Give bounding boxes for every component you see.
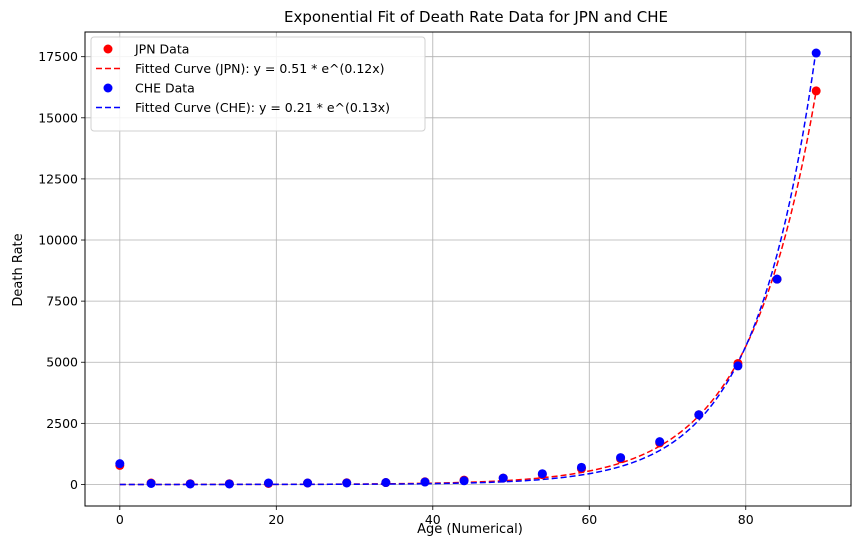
legend-entry-label: Fitted Curve (JPN): y = 0.51 * e^(0.12x)	[135, 61, 385, 76]
legend-entry-label: Fitted Curve (CHE): y = 0.21 * e^(0.13x)	[135, 100, 390, 115]
data-point-series-2	[459, 476, 469, 486]
data-point-series-2	[811, 48, 821, 58]
y-tick-label: 17500	[38, 49, 78, 64]
y-tick-label: 12500	[38, 171, 78, 186]
x-tick-label: 20	[268, 512, 284, 527]
legend-box	[90, 36, 426, 132]
y-axis-label: Death Rate	[11, 233, 26, 306]
data-point-series-2	[185, 479, 195, 489]
x-tick-label: 80	[738, 512, 754, 527]
plot-area	[115, 48, 821, 489]
y-tick-label: 5000	[46, 355, 78, 370]
y-tick-label: 15000	[38, 110, 78, 125]
x-tick-label: 40	[425, 512, 441, 527]
y-tick-label: 0	[70, 477, 78, 492]
data-point-series-2	[381, 478, 391, 488]
data-point-series-2	[694, 410, 704, 420]
data-point-series-2	[224, 479, 234, 489]
legend: JPN Data Fitted Curve (JPN): y = 0.51 * e…	[90, 36, 426, 132]
data-point-series-2	[263, 478, 273, 488]
x-tick-label: 0	[116, 512, 124, 527]
data-point-series-2	[420, 477, 430, 487]
data-point-series-2	[616, 453, 626, 463]
data-point-series-2	[146, 478, 156, 488]
data-point-series-2	[733, 361, 743, 371]
data-point-series-2	[772, 274, 782, 284]
data-point-series-2	[303, 478, 313, 488]
data-point-series-2	[655, 437, 665, 447]
chart-title: Exponential Fit of Death Rate Data for J…	[284, 8, 668, 26]
axis-ticks: 0 20 40 60 80 0 2500 5000 7500 10000 12500 15000 175…	[38, 49, 754, 527]
x-axis-label: Age (Numerical)	[417, 522, 523, 537]
data-point-series-2	[115, 459, 125, 469]
fit-curve-series-1	[119, 90, 817, 486]
y-tick-label: 10000	[38, 233, 78, 248]
axes-frame	[84, 31, 852, 507]
legend-marker	[103, 83, 113, 93]
legend-marker	[103, 44, 113, 54]
data-point-series-2	[342, 478, 352, 488]
x-tick-label: 60	[581, 512, 597, 527]
data-point-series-2	[498, 473, 508, 483]
y-tick-label: 7500	[46, 294, 78, 309]
data-point-series-2	[576, 462, 586, 472]
data-point-series-0	[811, 86, 821, 96]
legend-entry-label: CHE Data	[135, 81, 195, 96]
legend-entry-label: JPN Data	[134, 42, 189, 57]
data-point-series-2	[537, 469, 547, 479]
y-tick-label: 2500	[46, 416, 78, 431]
